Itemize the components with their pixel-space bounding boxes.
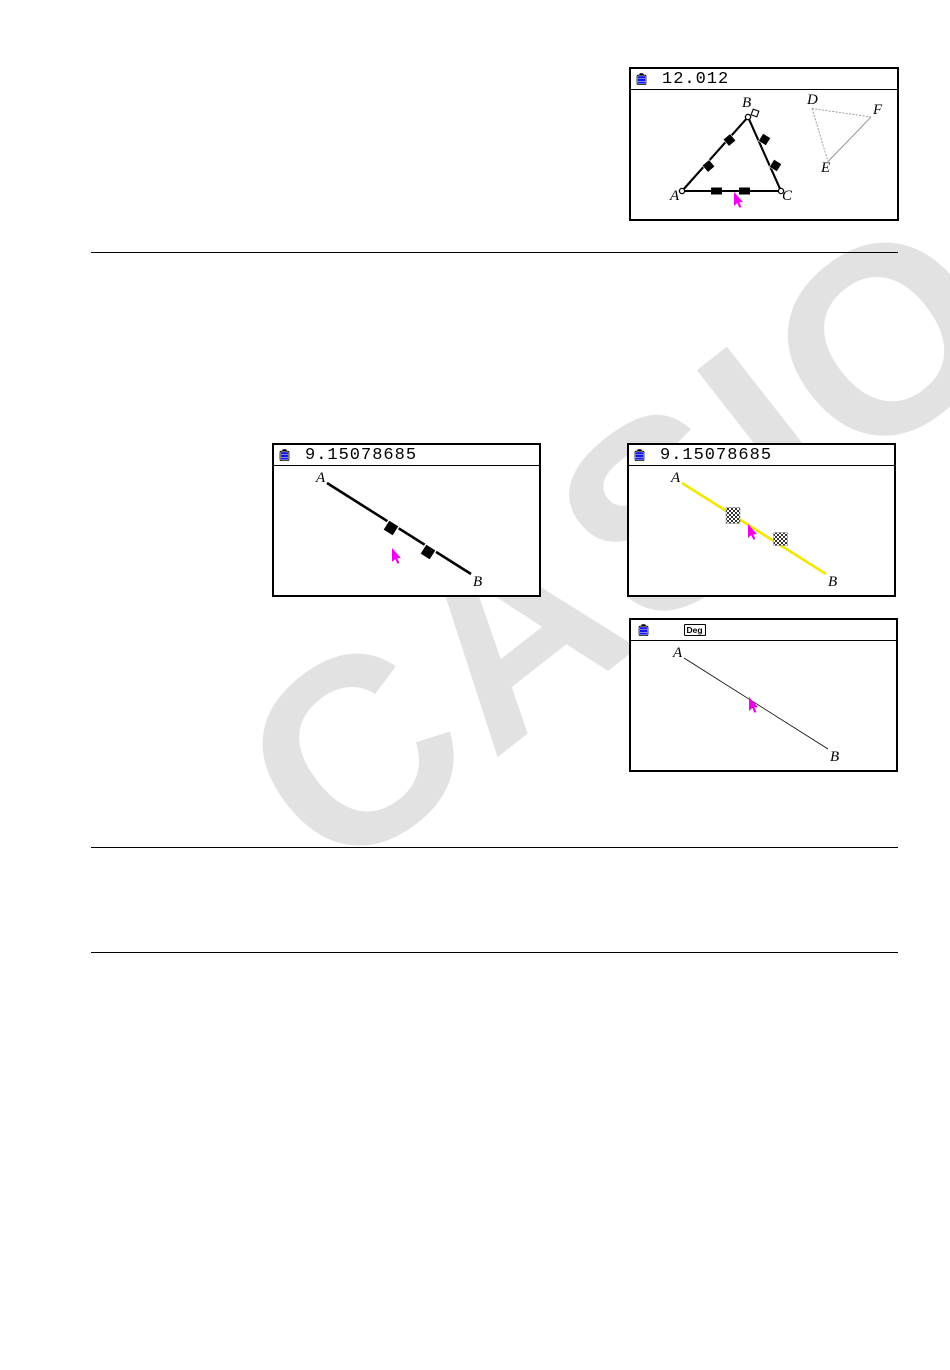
svg-text:B: B [742,95,751,111]
svg-text:F: F [872,102,883,118]
svg-text:B: B [828,574,837,590]
svg-text:A: A [672,645,683,661]
svg-text:C: C [782,188,793,204]
svg-text:B: B [473,574,482,590]
svg-text:A: A [670,470,681,486]
svg-text:A: A [315,470,326,486]
svg-text:A: A [669,188,680,204]
svg-text:B: B [830,749,839,765]
svg-text:E: E [820,160,830,176]
svg-text:D: D [806,92,818,108]
